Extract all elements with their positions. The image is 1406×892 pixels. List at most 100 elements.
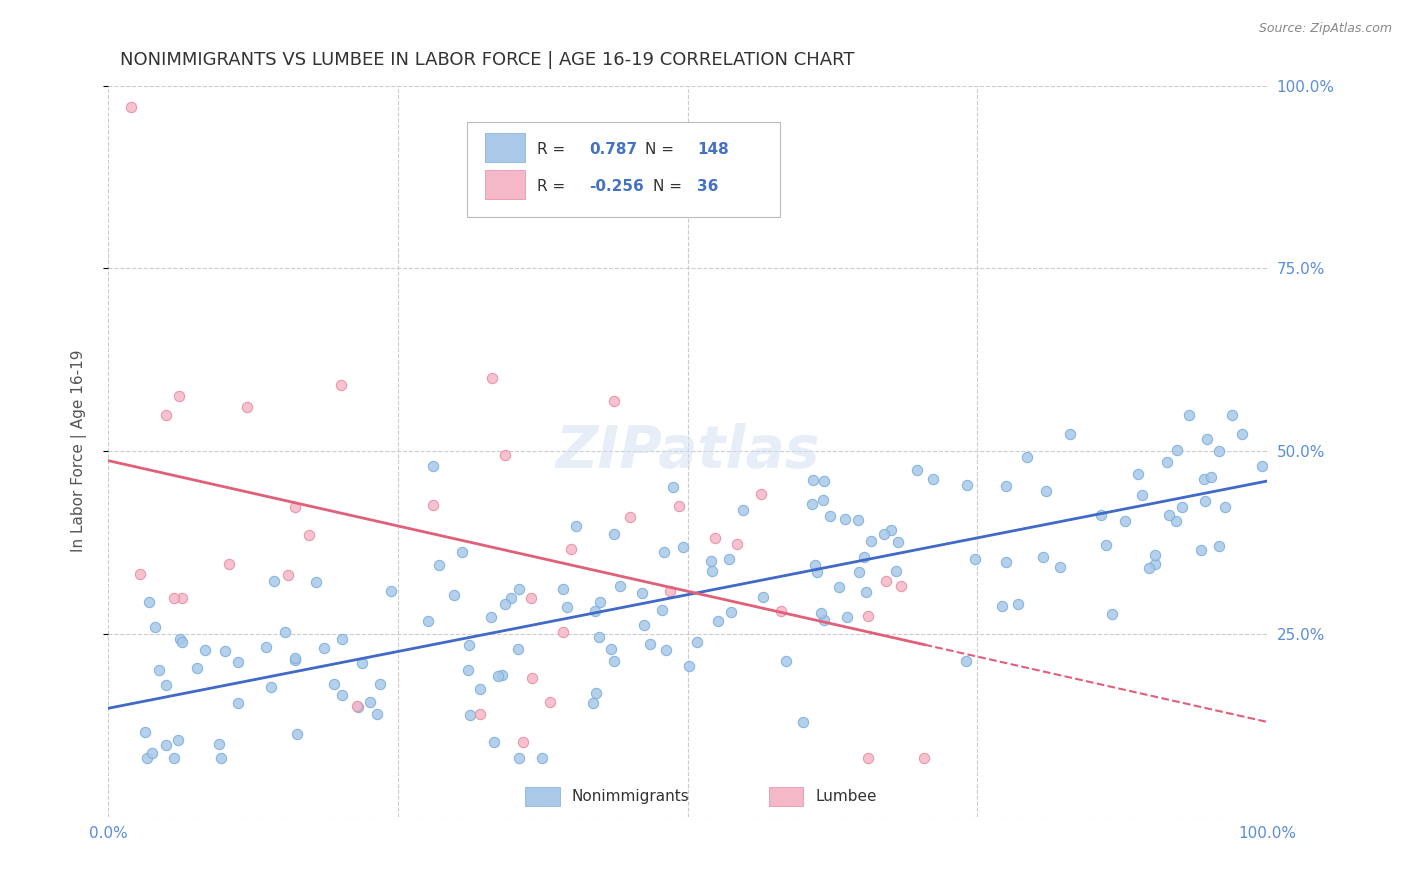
Point <box>603 393 626 408</box>
Point <box>427 558 450 572</box>
Point <box>1017 450 1039 464</box>
Point <box>856 751 879 765</box>
Point <box>700 554 723 568</box>
FancyBboxPatch shape <box>467 122 780 217</box>
Point <box>209 751 232 765</box>
Point <box>702 564 724 578</box>
Point <box>1114 514 1136 528</box>
Point <box>1095 538 1118 552</box>
Point <box>285 726 308 740</box>
Point <box>284 653 307 667</box>
Point <box>494 448 516 462</box>
Point <box>655 643 678 657</box>
Point <box>955 654 977 668</box>
Point <box>1208 444 1230 458</box>
Point <box>890 578 912 592</box>
FancyBboxPatch shape <box>485 133 526 162</box>
Point <box>1250 458 1272 473</box>
Point <box>135 751 157 765</box>
Point <box>686 635 709 649</box>
Point <box>422 458 444 473</box>
Text: N =: N = <box>652 179 686 194</box>
Point <box>1090 508 1112 522</box>
Point <box>848 565 870 579</box>
Point <box>619 509 641 524</box>
Point <box>1101 607 1123 621</box>
FancyBboxPatch shape <box>526 788 560 805</box>
Point <box>884 564 907 578</box>
Point <box>186 661 208 675</box>
Point <box>1032 549 1054 564</box>
Point <box>551 582 574 596</box>
Point <box>460 708 482 723</box>
Point <box>134 725 156 739</box>
Point <box>508 751 530 765</box>
Text: Source: ZipAtlas.com: Source: ZipAtlas.com <box>1258 22 1392 36</box>
Point <box>725 536 748 550</box>
Point <box>458 638 481 652</box>
Point <box>720 605 742 619</box>
Point <box>731 503 754 517</box>
Point <box>1213 500 1236 514</box>
Point <box>801 473 824 487</box>
Point <box>422 498 444 512</box>
Point <box>905 463 928 477</box>
Point <box>163 751 186 765</box>
Text: NONIMMIGRANTS VS LUMBEE IN LABOR FORCE | AGE 16-19 CORRELATION CHART: NONIMMIGRANTS VS LUMBEE IN LABOR FORCE |… <box>120 51 855 69</box>
Point <box>813 474 835 488</box>
Point <box>155 678 177 692</box>
Point <box>855 585 877 599</box>
Point <box>1156 455 1178 469</box>
Point <box>1035 484 1057 499</box>
Point <box>214 643 236 657</box>
Point <box>1194 472 1216 486</box>
Point <box>886 534 908 549</box>
Point <box>457 663 479 677</box>
Point <box>194 643 217 657</box>
Point <box>560 541 582 556</box>
Point <box>818 508 841 523</box>
Point <box>167 733 190 747</box>
Point <box>218 557 240 571</box>
Point <box>208 737 231 751</box>
Point <box>803 558 825 572</box>
Point <box>531 751 554 765</box>
Point <box>775 655 797 669</box>
Point <box>603 527 626 541</box>
Point <box>792 714 814 729</box>
Point <box>1199 470 1222 484</box>
Point <box>860 533 883 548</box>
Text: 36: 36 <box>697 179 718 194</box>
Point <box>277 568 299 582</box>
Point <box>508 582 530 597</box>
FancyBboxPatch shape <box>485 169 526 199</box>
Point <box>322 677 344 691</box>
Point <box>912 751 935 765</box>
Point <box>717 552 740 566</box>
Point <box>1059 426 1081 441</box>
Point <box>752 590 775 604</box>
Point <box>551 624 574 639</box>
Point <box>1191 543 1213 558</box>
Point <box>994 479 1017 493</box>
Text: 148: 148 <box>697 143 728 157</box>
Point <box>347 700 370 714</box>
Point <box>1171 500 1194 514</box>
Point <box>921 472 943 486</box>
Point <box>169 632 191 646</box>
Point <box>963 552 986 566</box>
Point <box>806 565 828 579</box>
Point <box>588 630 610 644</box>
Point <box>956 477 979 491</box>
Text: ZIPatlas: ZIPatlas <box>555 423 820 480</box>
Point <box>148 664 170 678</box>
Text: 0.787: 0.787 <box>589 143 637 157</box>
Point <box>482 735 505 749</box>
Point <box>305 575 328 590</box>
Point <box>638 637 661 651</box>
Point <box>1178 408 1201 422</box>
Point <box>263 574 285 589</box>
Text: -0.256: -0.256 <box>589 179 644 194</box>
Point <box>846 513 869 527</box>
Point <box>633 618 655 632</box>
